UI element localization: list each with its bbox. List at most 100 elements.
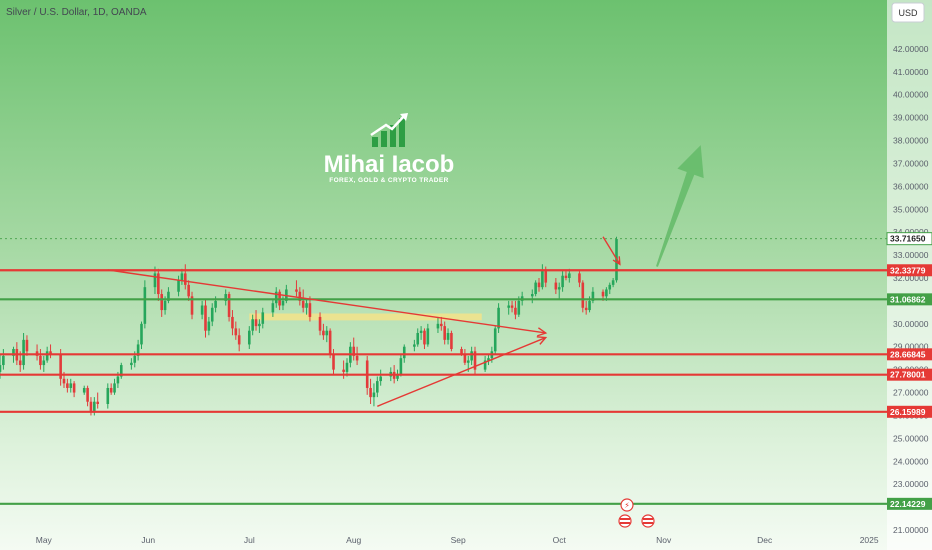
candle-body (116, 376, 120, 384)
candle-body (473, 351, 477, 370)
y-tick-label: 41.00000 (893, 67, 929, 77)
current-price-label: 33.71650 (890, 234, 926, 244)
candle-body (591, 291, 595, 301)
candle-body (298, 291, 302, 301)
y-tick-label: 29.00000 (893, 342, 929, 352)
candle-body (109, 387, 113, 393)
watermark-logo: Mihai Iacob FOREX, GOLD & CRYPTO TRADER (324, 113, 455, 184)
candle-body (568, 273, 571, 278)
y-tick-label: 21.00000 (893, 525, 929, 535)
candle-body (12, 349, 15, 356)
candle-body (281, 300, 285, 306)
candle-body (352, 346, 356, 356)
candle-body (530, 294, 534, 297)
watermark-name: Mihai Iacob (324, 151, 455, 178)
candle-body (325, 330, 329, 336)
candle-body (554, 282, 558, 290)
candle-body (399, 358, 403, 375)
x-tick-label: Aug (346, 535, 361, 545)
candle-body (450, 332, 453, 350)
candle-body (588, 300, 591, 311)
candle-body (561, 275, 564, 288)
candle-body (544, 271, 548, 283)
watermark-tagline: FOREX, GOLD & CRYPTO TRADER (329, 177, 449, 184)
horizontal-levels: 32.33779 31.06862 28.66845 27.78001 26.15989… (0, 232, 932, 510)
candle-body (379, 376, 382, 382)
candle-body (564, 275, 568, 278)
candle-body (163, 300, 167, 311)
consolidation-zone (249, 313, 482, 321)
candle-body (493, 328, 497, 352)
pullback-arrowhead (612, 256, 621, 266)
candle-body (517, 300, 521, 315)
candle-body (200, 305, 204, 315)
candle-body (133, 355, 137, 363)
candle-body (274, 291, 278, 304)
level-label: 26.15989 (890, 407, 926, 417)
candle-body (157, 273, 160, 295)
y-tick-label: 38.00000 (893, 136, 929, 146)
candle-body (419, 330, 423, 333)
candle-body (261, 312, 265, 324)
x-tick-label: Jul (244, 535, 255, 545)
candle-body (446, 332, 450, 340)
candle-body (231, 316, 234, 329)
candle-body (180, 273, 184, 281)
time-axis[interactable]: May Jun Jul Aug Sep Oct Nov Dec 2025 (36, 535, 879, 545)
candle-body (234, 328, 238, 336)
candle-body (69, 383, 73, 388)
us-flag-event-icon[interactable] (618, 514, 632, 528)
candle-body (251, 319, 254, 331)
candle-body (584, 307, 588, 311)
candle-body (136, 344, 140, 356)
candle-body (436, 323, 440, 329)
candle-body (460, 349, 463, 354)
level-label-bg (887, 497, 932, 510)
candle-body (140, 323, 143, 345)
candle-body (72, 383, 76, 393)
candle-body (608, 284, 612, 290)
candle-body (342, 369, 345, 372)
candle-body (177, 280, 180, 292)
candle-body (305, 303, 308, 308)
candle-body (160, 294, 164, 311)
candle-body (66, 383, 69, 388)
y-tick-label: 25.00000 (893, 433, 929, 443)
y-tick-label: 37.00000 (893, 158, 929, 168)
candle-body (39, 355, 42, 366)
candle-body (308, 303, 312, 317)
candle-body (183, 273, 187, 285)
x-tick-label: May (36, 535, 53, 545)
candle-body (426, 328, 430, 345)
us-flag-event-icon-2[interactable] (641, 514, 655, 528)
y-tick-label: 33.00000 (893, 250, 929, 260)
y-tick-label: 32.00000 (893, 273, 929, 283)
candle-body (440, 323, 443, 327)
candle-body (45, 351, 49, 361)
candle-body (93, 401, 96, 411)
y-tick-label: 35.00000 (893, 204, 929, 214)
candle-body (106, 387, 110, 404)
currency-button[interactable]: USD (891, 2, 925, 23)
candle-body (258, 323, 261, 327)
level-label: 22.14229 (890, 499, 926, 509)
candle-body (581, 282, 585, 308)
trendline-arrowhead (536, 336, 548, 345)
y-tick-label: 40.00000 (893, 90, 929, 100)
trendline-drawings (107, 145, 704, 407)
x-tick-label: Sep (451, 535, 466, 545)
events-markers: ⚡ (618, 498, 655, 528)
candle-body (507, 305, 510, 308)
candle-body (372, 392, 376, 398)
currency-button-label[interactable]: USD (898, 8, 918, 18)
lightning-icon: ⚡ (624, 501, 630, 510)
dividend-event-icon[interactable] (620, 498, 634, 512)
candle-body (210, 307, 214, 322)
candle-body (423, 330, 426, 345)
level-label-bg (887, 293, 932, 306)
candle-body (605, 289, 608, 297)
candle-body (376, 381, 379, 393)
candle-body (89, 401, 93, 411)
candle-body (254, 319, 258, 327)
candle-body (119, 365, 123, 377)
